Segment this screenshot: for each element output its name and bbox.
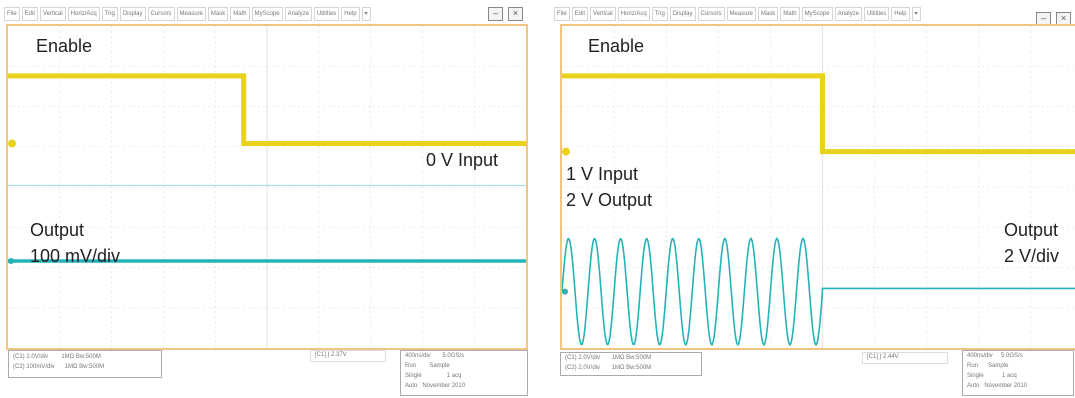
menu-item-analyze[interactable]: Analyze	[284, 7, 312, 21]
menu-item-vertical[interactable]: Vertical	[40, 7, 66, 21]
menu-item-display[interactable]: Display	[119, 7, 146, 21]
output-scale-label: 2 V/div	[1004, 246, 1060, 266]
enable-trace	[8, 73, 526, 147]
output-label: Output	[1004, 220, 1059, 240]
dropdown-icon[interactable]: ▾	[361, 7, 371, 21]
right-waveform-display: Enable 1 V Input 2 V Output Output 2 V/d…	[560, 24, 1075, 350]
channel-readout-box: (C1) 2.0V/div 1MΩ Bw:500M (C2) 2.0V/div …	[560, 352, 702, 376]
menu-item-utilities[interactable]: Utilities	[863, 7, 890, 21]
menu-item-horiz-acq[interactable]: Horiz/Acq	[67, 7, 100, 21]
menu-item-myscope[interactable]: MyScope	[801, 7, 833, 21]
output-scale-label: 100 mV/div	[30, 246, 121, 266]
menu-item-utilities[interactable]: Utilities	[313, 7, 340, 21]
enable-trace	[562, 73, 1075, 155]
timebase-readout-box: 400ns/div 5.0GS/s Run Sample Single 1 ac…	[962, 350, 1074, 396]
right-menubar: File Edit Vertical Horiz/Acq Trig Display Curs…	[554, 7, 921, 21]
menu-item-help[interactable]: Help	[341, 7, 360, 21]
minimize-icon[interactable]: –	[488, 7, 503, 21]
menu-item-edit[interactable]: Edit	[21, 7, 39, 21]
menu-item-edit[interactable]: Edit	[571, 7, 589, 21]
menu-item-help[interactable]: Help	[891, 7, 910, 21]
menu-item-mask[interactable]: Mask	[207, 7, 229, 21]
dropdown-icon[interactable]: ▾	[911, 7, 921, 21]
menu-item-measure[interactable]: Measure	[176, 7, 206, 21]
output-trace	[562, 237, 1075, 347]
menu-item-mask[interactable]: Mask	[757, 7, 779, 21]
menu-item-horiz-acq[interactable]: Horiz/Acq	[617, 7, 650, 21]
input-label: 0 V Input	[426, 150, 499, 170]
right-oscilloscope-window: File Edit Vertical Horiz/Acq Trig Display Curs…	[550, 0, 1075, 398]
menu-item-display[interactable]: Display	[669, 7, 696, 21]
trigger-readout: [C1] ∫ 2.37V	[310, 350, 386, 362]
timebase-readout-box: 400ns/div 5.0GS/s Run Sample Single 1 ac…	[400, 350, 528, 396]
channel-1-marker	[562, 147, 570, 156]
menu-item-analyze[interactable]: Analyze	[834, 7, 862, 21]
trigger-readout: [C1] ∫ 2.44V	[862, 352, 948, 364]
left-waveform-display: Enable 0 V Input Output 100 mV/div	[6, 24, 528, 350]
menu-item-math[interactable]: Math	[230, 7, 250, 21]
channel-2-marker	[8, 258, 14, 265]
menu-item-vertical[interactable]: Vertical	[590, 7, 616, 21]
channel-1-marker	[8, 139, 16, 148]
input-output-label-line1: 1 V Input	[566, 164, 639, 184]
input-output-label-line2: 2 V Output	[566, 190, 653, 210]
menu-item-cursors[interactable]: Cursors	[697, 7, 725, 21]
menu-item-cursors[interactable]: Cursors	[147, 7, 175, 21]
menu-item-myscope[interactable]: MyScope	[251, 7, 283, 21]
enable-label: Enable	[36, 36, 93, 56]
enable-label: Enable	[588, 36, 645, 56]
channel-2-marker	[562, 288, 568, 295]
output-label: Output	[30, 220, 85, 240]
menu-item-trig[interactable]: Trig	[651, 7, 668, 21]
menu-item-file[interactable]: File	[554, 7, 570, 21]
menu-item-math[interactable]: Math	[780, 7, 800, 21]
minimize-icon[interactable]: –	[1036, 12, 1051, 26]
menu-item-trig[interactable]: Trig	[101, 7, 118, 21]
menu-item-file[interactable]: File	[4, 7, 20, 21]
close-icon[interactable]: ×	[508, 7, 523, 21]
menu-item-measure[interactable]: Measure	[726, 7, 756, 21]
left-menubar: File Edit Vertical Horiz/Acq Trig Display Curs…	[4, 7, 371, 21]
channel-readout-box: (C1) 2.0V/div 1MΩ Bw:500M (C2) 100mV/div…	[8, 350, 162, 378]
left-oscilloscope-window: File Edit Vertical Horiz/Acq Trig Display Curs…	[0, 0, 532, 398]
